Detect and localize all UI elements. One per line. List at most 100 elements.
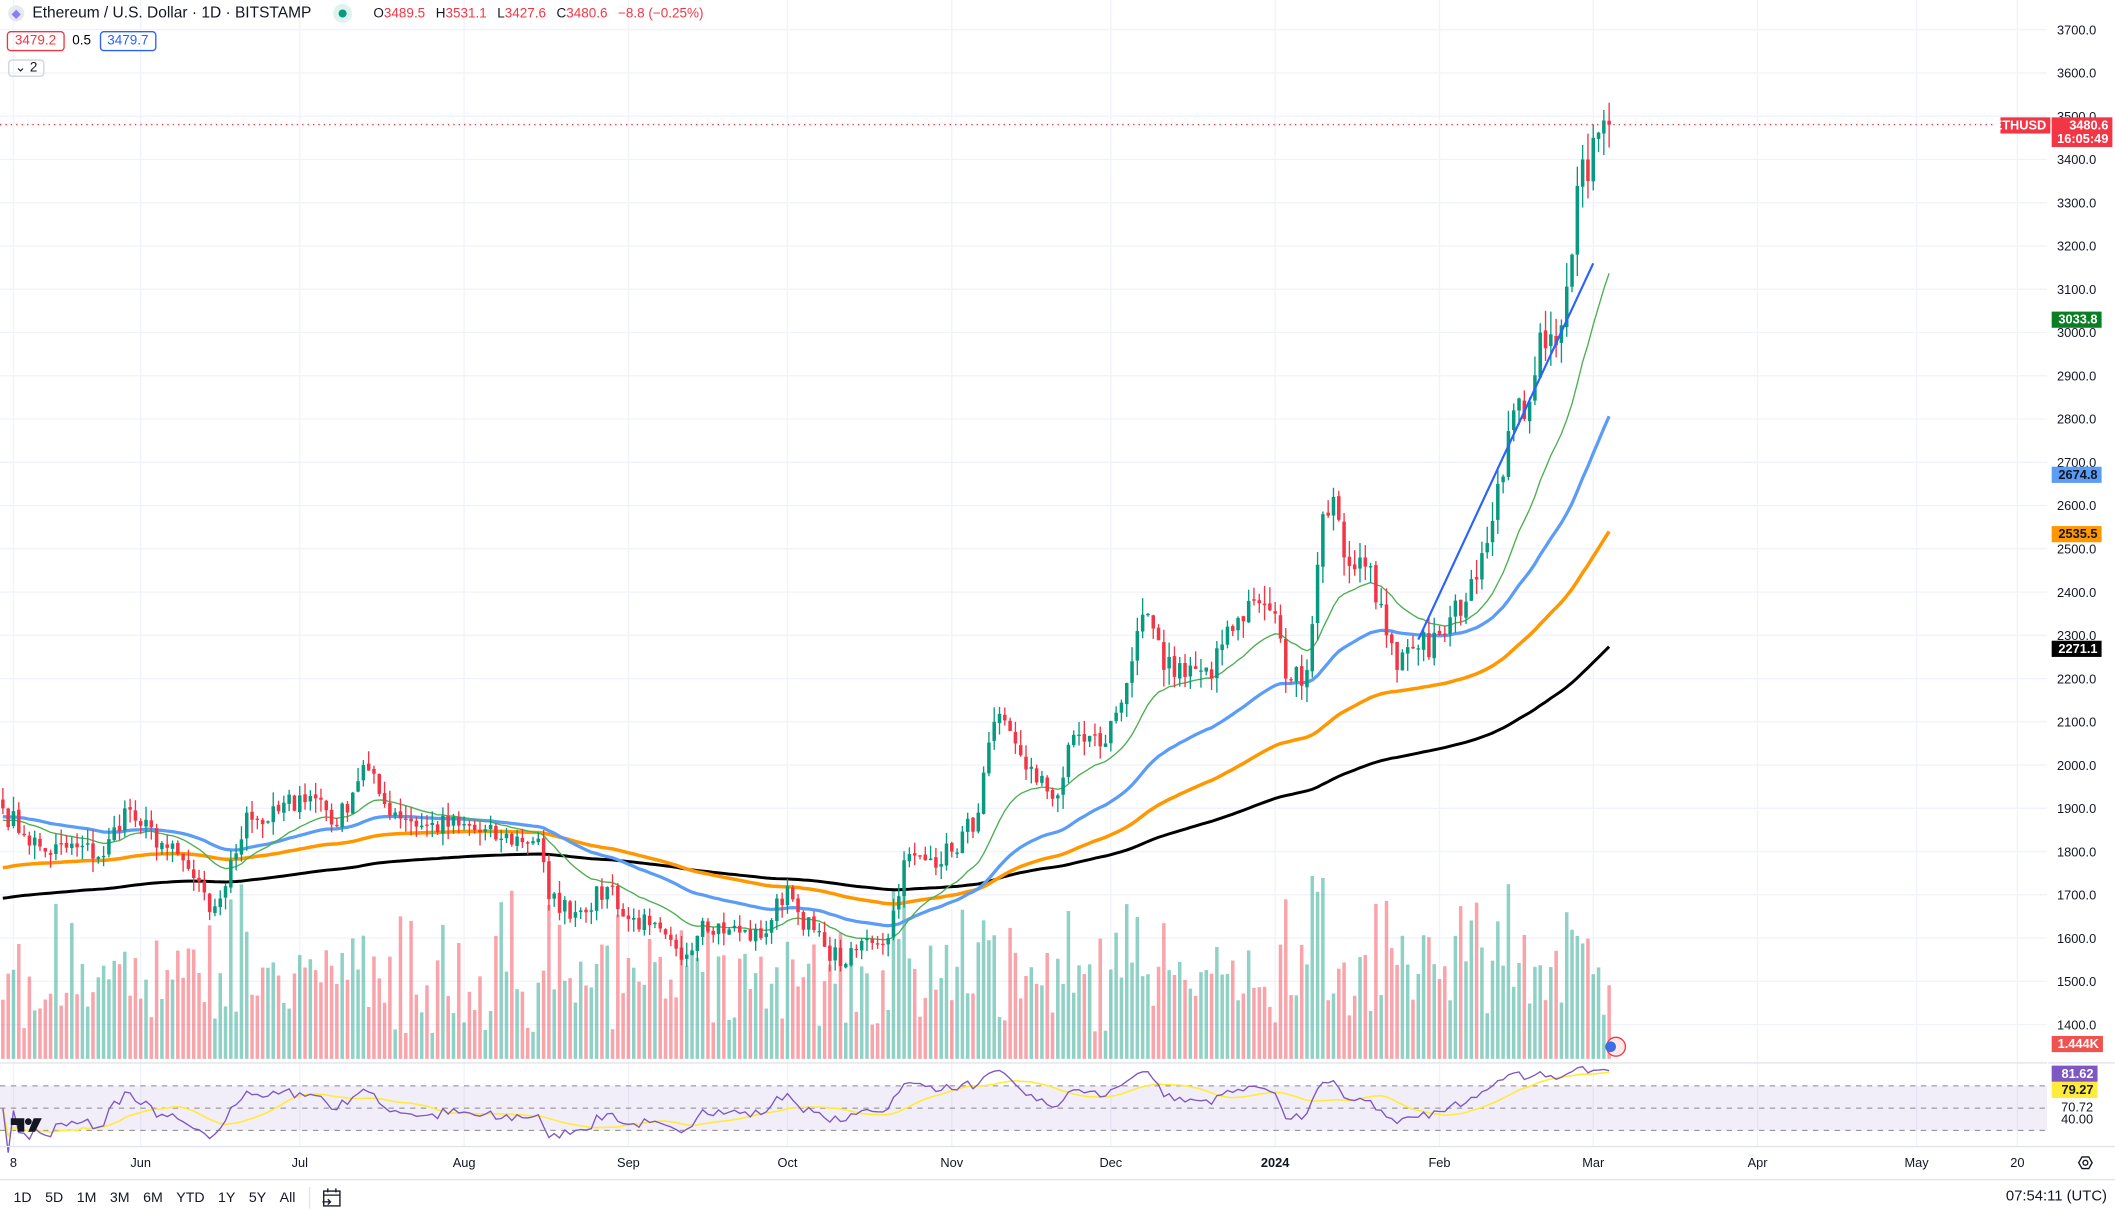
candle-body — [907, 854, 912, 862]
symbol-badge-bg — [2000, 117, 2051, 134]
volume-bar — [785, 941, 790, 1059]
volume-bar — [504, 971, 509, 1059]
candle — [1188, 656, 1193, 689]
volume-bar — [891, 889, 896, 1059]
volume-bar — [91, 992, 95, 1059]
volume-bar — [1490, 960, 1495, 1059]
volume-bar — [239, 884, 244, 1059]
volume-bar — [1400, 935, 1405, 1059]
volume-bar — [27, 976, 32, 1059]
candle — [557, 881, 562, 921]
candle — [324, 799, 329, 822]
symbol-title[interactable]: Ethereum / U.S. Dollar · 1D · BITSTAMP — [32, 5, 312, 22]
volume-bar — [335, 983, 339, 1059]
candle-body — [939, 864, 943, 867]
tradingview-logo — [10, 1118, 42, 1132]
volume-bar — [404, 1033, 408, 1059]
range-3m[interactable]: 3M — [109, 1189, 130, 1206]
price-axis-label: 3000.0 — [2057, 325, 2096, 340]
sell-button[interactable]: 3479.2 — [6, 31, 65, 52]
volume-bar — [165, 970, 169, 1059]
candle — [176, 840, 180, 856]
candle-body — [1082, 734, 1087, 742]
candle-body — [1326, 512, 1330, 516]
candle — [404, 805, 408, 832]
volume-bar — [722, 955, 726, 1059]
candle — [1040, 770, 1044, 786]
candle-body — [1453, 600, 1458, 617]
candle — [1146, 613, 1150, 617]
candle — [1257, 593, 1262, 613]
candle-body — [1040, 775, 1044, 783]
candle — [1246, 589, 1251, 623]
candle — [801, 910, 806, 936]
range-1m[interactable]: 1M — [76, 1189, 97, 1206]
candle-body — [1458, 599, 1463, 616]
candle-body — [64, 842, 69, 848]
range-5y[interactable]: 5Y — [248, 1189, 267, 1206]
candle — [1602, 110, 1606, 156]
candle-body — [679, 947, 684, 960]
candle-body — [96, 857, 101, 859]
range-1d[interactable]: 1D — [13, 1189, 32, 1206]
candle-body — [1485, 542, 1489, 553]
gear-icon[interactable] — [2077, 1156, 2093, 1170]
indicators-collapse-button[interactable]: ⌄ 2 — [8, 59, 45, 77]
volume-bar — [753, 973, 758, 1059]
trade-buttons: 3479.2 0.5 3479.7 — [6, 31, 157, 52]
volume-bar — [1231, 960, 1235, 1059]
volume-bar — [229, 899, 233, 1059]
volume-bar — [1034, 983, 1039, 1059]
range-6m[interactable]: 6M — [143, 1189, 163, 1206]
volume-bar — [366, 1006, 371, 1059]
candle — [706, 918, 710, 934]
volume-bar — [854, 1011, 859, 1059]
candle — [1299, 654, 1304, 700]
candle-body — [817, 931, 822, 933]
range-ytd[interactable]: YTD — [176, 1189, 205, 1206]
volume-bar — [398, 916, 403, 1059]
range-5d[interactable]: 5D — [45, 1189, 64, 1206]
range-all[interactable]: All — [279, 1189, 296, 1206]
candle-body — [918, 855, 922, 857]
price-axis-label: 2500.0 — [2057, 542, 2096, 557]
candle-body — [647, 915, 652, 926]
candle-body — [886, 938, 890, 945]
candle-body — [414, 820, 419, 827]
candle-body — [1071, 734, 1076, 746]
candle — [1252, 587, 1256, 606]
volume-bar — [631, 967, 636, 1059]
volume-bar — [1220, 974, 1224, 1059]
volume-bar — [255, 995, 260, 1059]
volume-bar — [441, 924, 445, 1059]
candle-body — [1061, 777, 1065, 795]
candle-body — [568, 901, 572, 919]
candle — [690, 942, 694, 956]
volume-bar — [1114, 932, 1118, 1059]
candle-body — [160, 842, 164, 850]
candle-body — [796, 898, 800, 913]
range-1y[interactable]: 1Y — [218, 1189, 236, 1206]
volume-bar — [488, 1010, 493, 1059]
volume-bar — [1305, 964, 1309, 1059]
buy-button[interactable]: 3479.7 — [99, 31, 157, 52]
volume-bar — [1103, 1030, 1108, 1059]
calendar-goto-icon[interactable] — [321, 1187, 343, 1209]
volume-bar — [806, 963, 811, 1059]
utc-clock[interactable]: 07:54:11 (UTC) — [2005, 1188, 2107, 1205]
candle — [1347, 540, 1352, 584]
volume-bar — [223, 1006, 228, 1059]
candle-body — [117, 826, 122, 832]
candle-body — [1299, 666, 1304, 686]
volume-bar — [1501, 965, 1505, 1059]
candle-body — [610, 885, 615, 887]
candle — [684, 942, 689, 967]
ma-green-badge-bg — [2051, 311, 2102, 328]
candle-body — [213, 906, 217, 913]
volume-bar — [75, 994, 79, 1059]
tradingview-logo-mark — [10, 1118, 25, 1132]
candle-body — [218, 898, 222, 908]
candle — [425, 814, 429, 837]
ma-orange-badge: 2535.5 — [2051, 526, 2102, 543]
